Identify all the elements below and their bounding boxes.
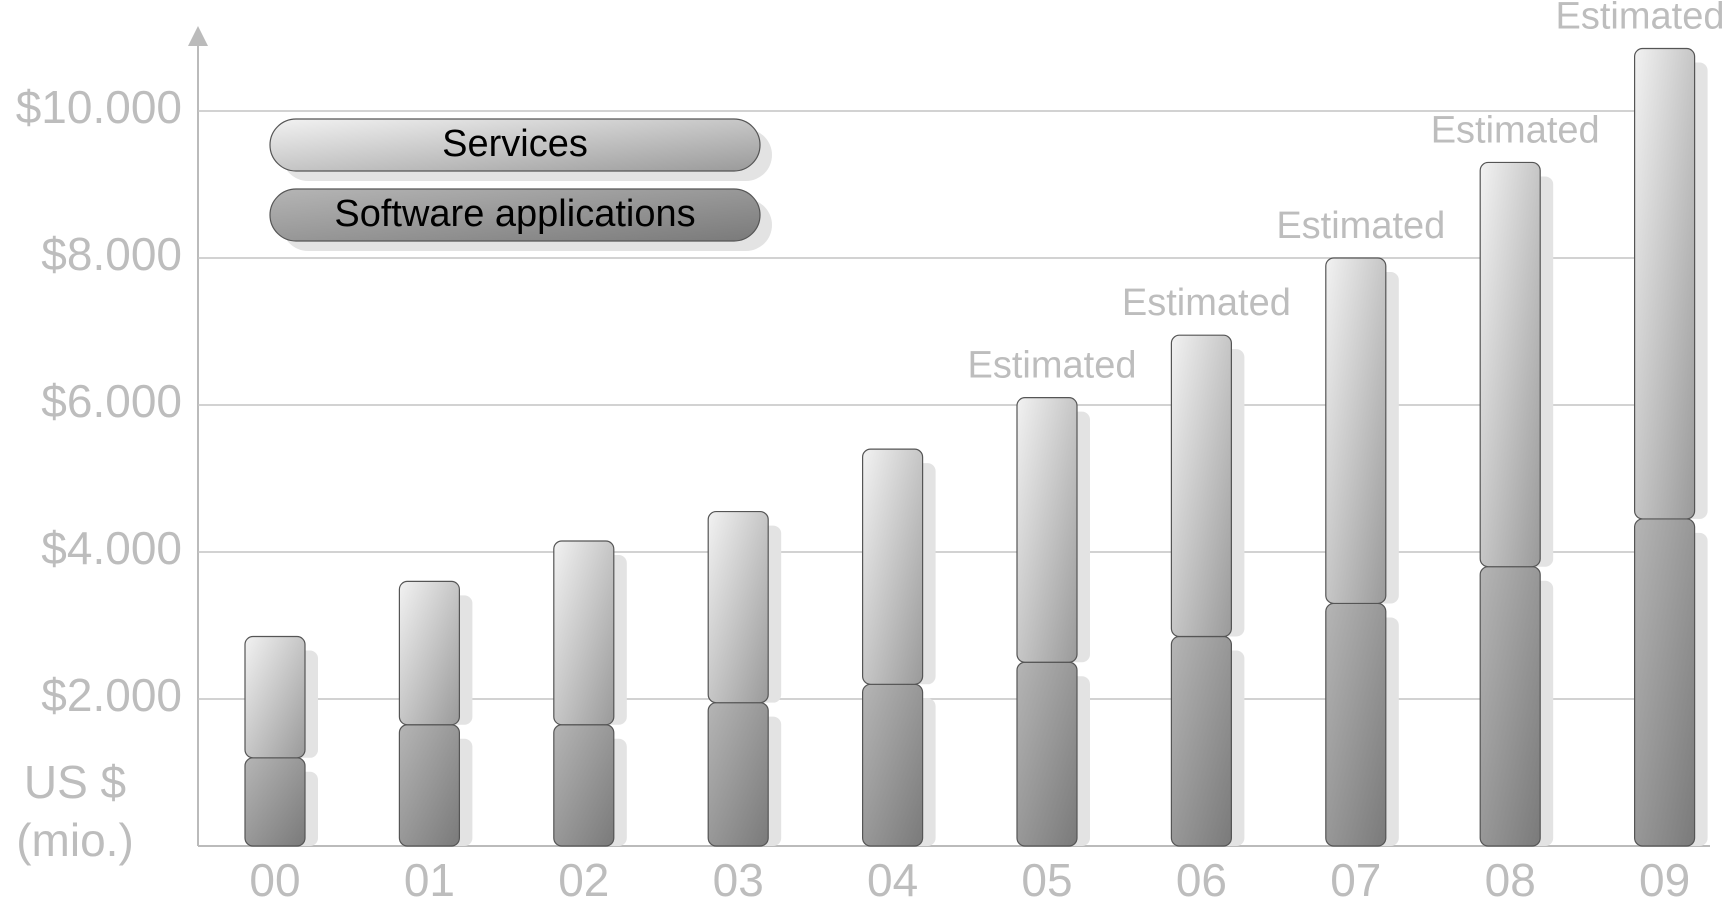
- bar: [707, 702, 769, 847]
- bar: [553, 724, 615, 847]
- y-tick-label: $2.000: [41, 669, 182, 721]
- annotation: Estimated: [1431, 109, 1600, 151]
- x-tick-label: 06: [1176, 854, 1227, 906]
- annotation: Estimated: [1276, 205, 1445, 247]
- bar: [398, 580, 460, 726]
- bar: [861, 448, 924, 685]
- y-axis-arrow: [188, 26, 208, 46]
- y-axis-label: US $: [24, 756, 126, 808]
- x-tick-label: 04: [867, 854, 918, 906]
- bar: [553, 540, 615, 726]
- y-tick-label: $4.000: [41, 522, 182, 574]
- bar: [1170, 334, 1233, 638]
- bar: [1633, 518, 1696, 847]
- bar: [1325, 257, 1387, 605]
- bar: [1479, 566, 1541, 847]
- x-tick-label: 09: [1639, 854, 1690, 906]
- x-tick-label: 02: [558, 854, 609, 906]
- bar: [244, 635, 306, 759]
- legend-label: Software applications: [334, 193, 695, 235]
- x-tick-label: 08: [1485, 854, 1536, 906]
- legend-swatch: [269, 118, 761, 172]
- y-tick-label: $10.000: [16, 81, 182, 133]
- bar: [1325, 602, 1387, 847]
- bar: [707, 510, 769, 704]
- bar: [861, 683, 924, 847]
- x-tick-label: 01: [404, 854, 455, 906]
- x-tick-label: 03: [713, 854, 764, 906]
- y-tick-label: $6.000: [41, 375, 182, 427]
- legend-label: Services: [442, 123, 588, 165]
- x-tick-label: 07: [1330, 854, 1381, 906]
- bar: [1016, 661, 1078, 847]
- bar: [1633, 47, 1696, 520]
- x-tick-label: 00: [249, 854, 300, 906]
- bar: [398, 724, 460, 847]
- annotation: Estimated: [1122, 282, 1291, 324]
- bar: [1479, 161, 1541, 568]
- bar: [1016, 397, 1078, 663]
- bar: [244, 757, 306, 847]
- y-tick-label: $8.000: [41, 228, 182, 280]
- x-tick-label: 05: [1021, 854, 1072, 906]
- annotation: Estimated: [968, 345, 1137, 387]
- legend-swatch: [269, 188, 761, 242]
- bar: [1170, 635, 1233, 847]
- y-axis-label: (mio.): [16, 814, 134, 866]
- annotation: Estimated: [1556, 0, 1725, 38]
